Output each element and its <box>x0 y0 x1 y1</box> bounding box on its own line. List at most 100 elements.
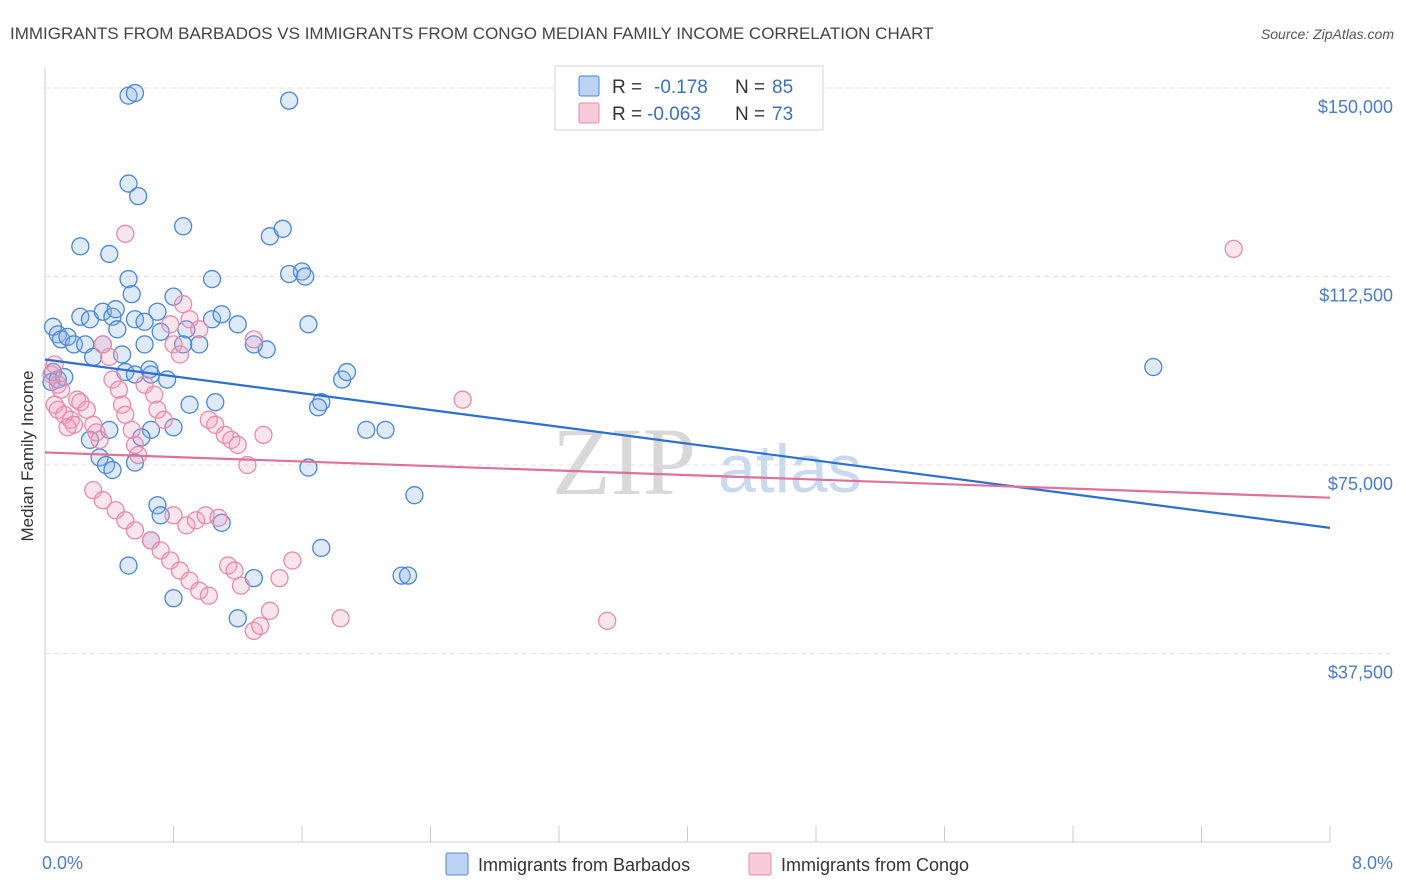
data-point <box>398 566 418 585</box>
data-point <box>231 576 251 595</box>
grid <box>45 87 1395 655</box>
data-point <box>119 174 138 193</box>
data-point <box>103 460 122 480</box>
chart-title: IMMIGRANTS FROM BARBADOS VS IMMIGRANTS F… <box>10 24 933 43</box>
data-point <box>58 418 77 437</box>
data-point <box>228 315 247 334</box>
stats-legend-swatch-congo <box>578 102 600 124</box>
data-point <box>337 362 357 382</box>
data-point <box>199 586 218 605</box>
data-point <box>103 370 122 389</box>
data-point <box>151 506 170 525</box>
bottom-legend: Immigrants from Barbados Immigrants from… <box>445 852 969 876</box>
y-tick-label: $75,000 <box>1328 474 1393 494</box>
stats-legend-n-label-barbados: N = <box>735 77 765 98</box>
data-point <box>125 521 145 540</box>
data-point <box>164 506 183 525</box>
axes <box>44 68 1331 843</box>
data-point <box>209 508 228 527</box>
data-point <box>1224 239 1243 259</box>
data-point <box>190 335 209 354</box>
data-point <box>148 496 167 515</box>
data-point <box>125 83 145 103</box>
data-point <box>202 310 222 329</box>
data-point <box>132 428 151 447</box>
data-point <box>228 435 247 455</box>
data-point <box>357 420 376 439</box>
data-point <box>299 458 318 477</box>
data-point <box>135 335 154 354</box>
data-point <box>308 398 328 417</box>
data-point <box>212 305 231 324</box>
data-point <box>122 420 141 439</box>
data-point <box>270 568 289 588</box>
data-point <box>312 393 331 412</box>
data-point <box>116 405 135 424</box>
data-point <box>119 269 138 289</box>
stats-legend-box <box>554 65 824 131</box>
data-point <box>141 420 161 439</box>
data-point <box>93 335 112 354</box>
data-point <box>212 513 231 532</box>
data-point <box>135 312 154 331</box>
data-point <box>331 609 350 628</box>
data-point <box>254 425 273 445</box>
data-point <box>71 393 90 412</box>
data-point <box>260 601 280 620</box>
data-point <box>164 418 183 437</box>
data-point <box>180 395 199 414</box>
data-point <box>186 511 206 530</box>
data-point <box>173 295 193 314</box>
data-point <box>106 300 125 319</box>
data-point <box>228 609 247 628</box>
chart-source: Source: ZipAtlas.com <box>1261 26 1394 42</box>
data-point <box>116 224 135 243</box>
data-point <box>405 486 424 505</box>
data-point <box>170 345 190 364</box>
data-point <box>376 420 395 439</box>
data-point <box>148 302 167 321</box>
data-point <box>42 365 61 384</box>
data-point <box>90 430 109 450</box>
data-point <box>244 330 263 349</box>
data-point <box>77 400 96 419</box>
trend-lines <box>44 358 1331 529</box>
watermark: ZIP atlas <box>552 408 862 515</box>
data-point <box>164 287 183 306</box>
data-point <box>164 335 183 354</box>
stats-legend: R = -0.178 N = 85 R = -0.063 N = 73 <box>554 65 824 131</box>
y-axis-label: Median Family Income <box>18 370 37 541</box>
data-point <box>108 320 127 339</box>
data-point <box>58 327 77 347</box>
data-point <box>112 395 132 414</box>
bottom-legend-label-barbados: Immigrants from Barbados <box>478 855 690 875</box>
data-point <box>154 410 174 429</box>
x-tick-label-max: 8.0% <box>1352 853 1393 873</box>
data-point <box>129 186 148 206</box>
data-point <box>202 269 222 289</box>
data-point <box>312 538 331 558</box>
data-point <box>225 561 244 580</box>
bottom-legend-label-congo: Immigrants from Congo <box>781 855 969 875</box>
stats-legend-n-label-congo: N = <box>735 104 765 125</box>
points-barbados <box>42 83 1163 628</box>
data-point <box>140 360 159 379</box>
data-point <box>125 435 145 455</box>
data-point <box>392 566 411 585</box>
data-point <box>51 380 71 399</box>
data-point <box>206 393 225 412</box>
data-point <box>109 380 129 399</box>
x-tick-label-min: 0.0% <box>42 853 83 873</box>
data-point <box>173 335 193 354</box>
data-point <box>273 219 292 238</box>
data-point <box>244 335 263 354</box>
data-point <box>48 375 67 394</box>
data-point <box>45 355 64 374</box>
data-point <box>164 589 183 608</box>
data-point <box>283 551 302 570</box>
stats-legend-swatch-barbados <box>578 75 600 97</box>
data-point <box>145 385 164 404</box>
data-point <box>80 430 100 450</box>
data-point <box>1144 357 1163 377</box>
